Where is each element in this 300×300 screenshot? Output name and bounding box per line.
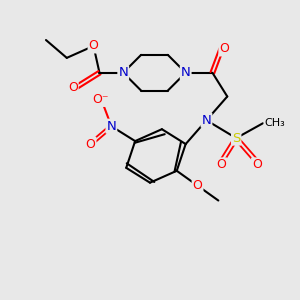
Text: O: O bbox=[88, 40, 98, 52]
Text: O: O bbox=[216, 158, 226, 171]
Text: N: N bbox=[202, 114, 211, 127]
Text: O: O bbox=[219, 42, 229, 56]
Text: O: O bbox=[68, 81, 78, 94]
Text: O: O bbox=[193, 179, 202, 192]
Text: S: S bbox=[232, 132, 240, 145]
Text: O: O bbox=[252, 158, 262, 171]
Text: CH₃: CH₃ bbox=[265, 118, 285, 128]
Text: O⁻: O⁻ bbox=[93, 93, 109, 106]
Text: N: N bbox=[118, 66, 128, 79]
Text: N: N bbox=[106, 120, 116, 133]
Text: N: N bbox=[181, 66, 190, 79]
Text: O: O bbox=[85, 138, 95, 151]
